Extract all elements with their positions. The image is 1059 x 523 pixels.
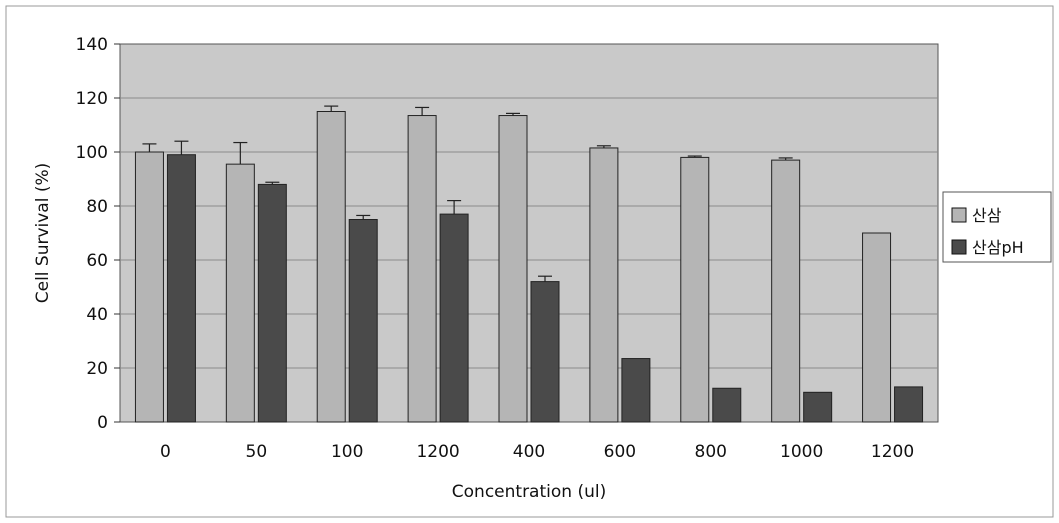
legend-label: 산삼 <box>972 206 1002 225</box>
x-tick-label: 1000 <box>780 442 823 462</box>
y-axis-ticks: 0 20 40 60 80 100 120 140 <box>76 35 120 433</box>
bar-sansam <box>407 115 437 423</box>
legend-swatch <box>951 207 967 223</box>
y-tick-label: 0 <box>97 413 108 433</box>
bar-sansam-ph <box>257 183 287 423</box>
bar-sansam-ph <box>894 386 924 423</box>
legend-label: 산삼pH <box>972 238 1024 257</box>
x-tick-label: 600 <box>604 442 636 462</box>
legend-swatch <box>951 239 967 255</box>
y-tick-label: 60 <box>86 251 108 271</box>
bar-sansam <box>225 163 255 423</box>
bar-sansam-ph <box>621 358 651 423</box>
bar-sansam-ph <box>166 154 196 423</box>
bar-sansam-ph <box>712 387 742 423</box>
bar-sansam-ph <box>803 391 833 423</box>
bar-sansam <box>589 147 619 423</box>
bar-sansam-ph <box>439 213 469 423</box>
bar-sansam-ph <box>348 219 378 423</box>
grid-lines <box>120 97 938 369</box>
bar-sansam <box>316 111 346 423</box>
y-tick-label: 120 <box>76 89 108 109</box>
x-tick-label: 1200 <box>416 442 459 462</box>
y-tick-label: 80 <box>86 197 108 217</box>
y-axis-title: Cell Survival (%) <box>33 163 53 304</box>
y-tick-label: 20 <box>86 359 108 379</box>
x-tick-label: 50 <box>246 442 268 462</box>
x-tick-label: 400 <box>513 442 545 462</box>
bar-sansam <box>498 115 528 423</box>
x-tick-label: 1200 <box>871 442 914 462</box>
y-tick-label: 40 <box>86 305 108 325</box>
bar-sansam <box>862 232 892 423</box>
bars <box>134 105 924 423</box>
bar-sansam <box>680 156 710 423</box>
x-axis-ticks: 0 50 100 1200 400 600 800 1000 1200 <box>160 442 914 462</box>
plot-area <box>119 43 939 423</box>
x-tick-label: 100 <box>331 442 363 462</box>
y-tick-label: 100 <box>76 143 108 163</box>
x-tick-label: 0 <box>160 442 171 462</box>
y-tick-label: 140 <box>76 35 108 55</box>
bar-sansam-ph <box>530 281 560 423</box>
x-tick-label: 800 <box>695 442 727 462</box>
bar-sansam <box>771 159 801 423</box>
x-axis-title: Concentration (ul) <box>452 482 606 502</box>
bar-sansam <box>134 151 164 423</box>
